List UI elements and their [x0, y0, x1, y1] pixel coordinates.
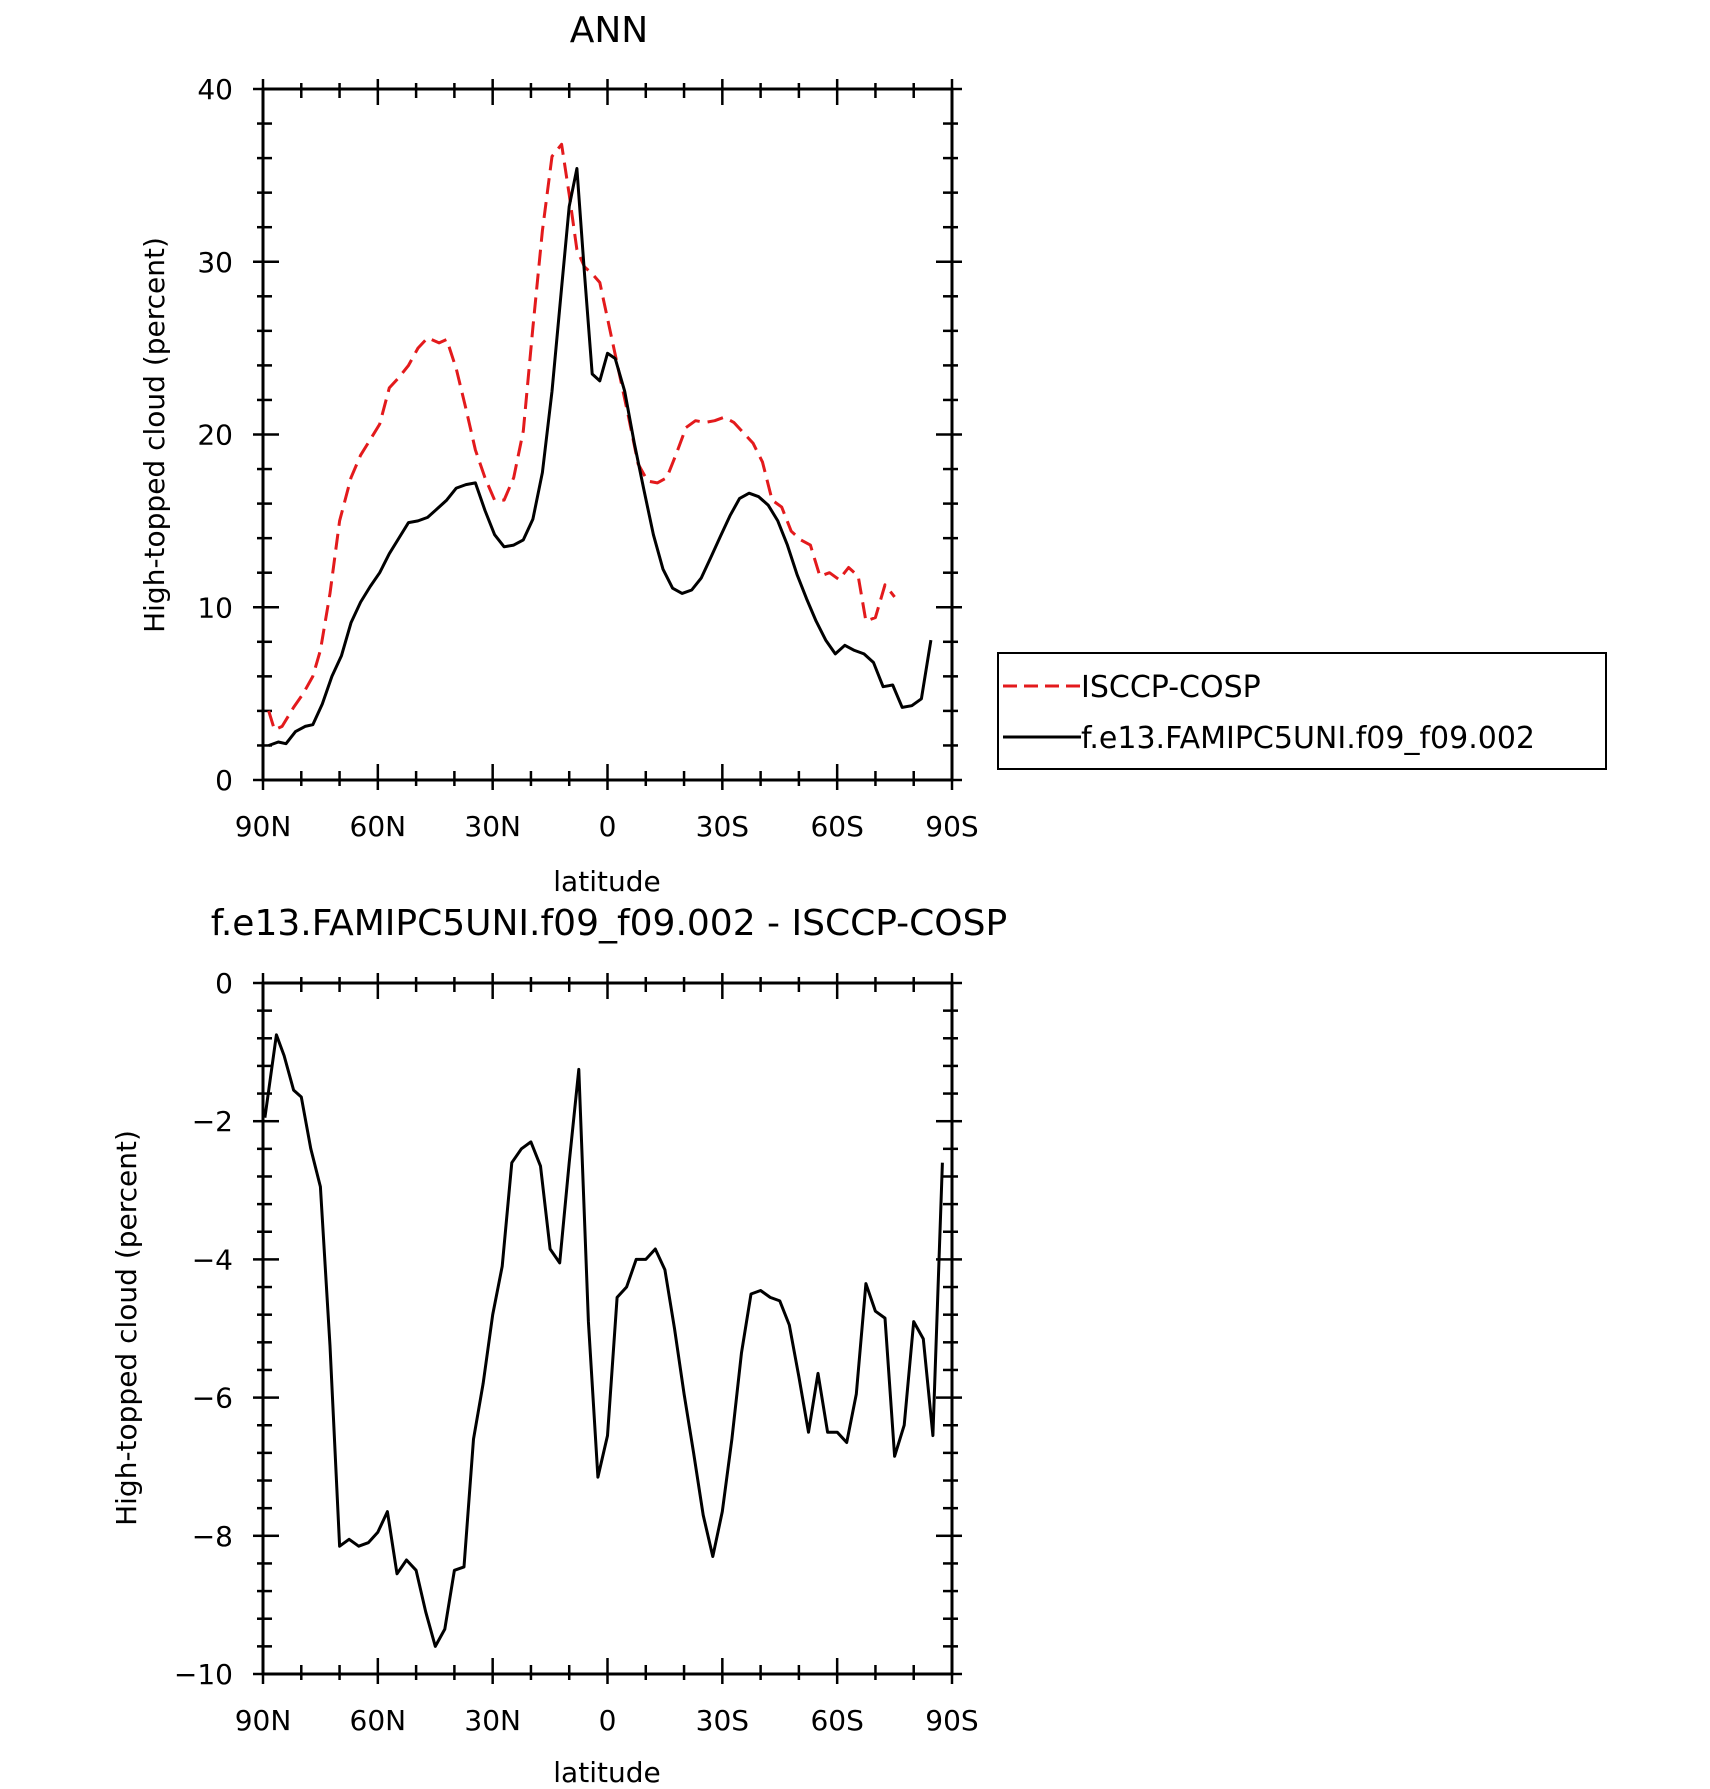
bottom-y-tick-label: −2	[192, 1105, 233, 1138]
bottom-y-tick-label: −4	[192, 1243, 233, 1276]
bottom-y-tick-label: −8	[192, 1520, 233, 1553]
top-x-tick-label: 60N	[350, 810, 407, 843]
bottom-x-tick-label: 0	[599, 1704, 617, 1737]
bottom-x-tick-label: 90S	[925, 1704, 978, 1737]
top-y-tick-label: 0	[215, 764, 233, 797]
top-series-lines	[267, 142, 933, 747]
bottom-chart-title: f.e13.FAMIPC5UNI.f09_f09.002 - ISCCP-COS…	[211, 903, 1007, 944]
top-panel: ANN 0 10 20 30 40 90N 60N 30N 0 30S 60S 90S latitu…	[138, 10, 1607, 898]
top-tick-marks	[253, 79, 962, 790]
bottom-y-tick-label: −10	[174, 1658, 233, 1691]
top-x-tick-label: 30S	[696, 810, 749, 843]
top-x-tick-labels: 90N 60N 30N 0 30S 60S 90S	[235, 810, 979, 843]
legend-box	[997, 652, 1607, 770]
bottom-y-tick-label: −6	[192, 1382, 233, 1415]
top-series-line-1	[268, 167, 933, 747]
top-x-tick-label: 30N	[464, 810, 521, 843]
top-x-tick-label: 90S	[925, 810, 978, 843]
top-x-axis-title: latitude	[553, 865, 660, 898]
bottom-y-tick-label: 0	[215, 967, 233, 1000]
top-x-tick-label: 90N	[235, 810, 292, 843]
bottom-series-line-0	[263, 1033, 944, 1648]
bottom-x-tick-label: 90N	[235, 1704, 292, 1737]
top-y-tick-label: 40	[197, 73, 233, 106]
bottom-x-tick-label: 30S	[696, 1704, 749, 1737]
bottom-x-axis-title: latitude	[553, 1756, 660, 1789]
top-y-tick-labels: 0 10 20 30 40	[197, 73, 233, 797]
bottom-plot-frame	[261, 981, 954, 1676]
bottom-x-tick-label: 30N	[464, 1704, 521, 1737]
bottom-series-lines	[263, 1033, 944, 1648]
bottom-x-tick-label: 60S	[810, 1704, 863, 1737]
bottom-tick-marks	[253, 973, 962, 1684]
top-plot-frame	[261, 87, 954, 782]
legend-label-isccp: ISCCP-COSP	[1081, 670, 1261, 705]
top-x-tick-label: 60S	[810, 810, 863, 843]
top-y-tick-label: 30	[197, 246, 233, 279]
top-y-tick-label: 10	[197, 591, 233, 624]
top-y-tick-label: 20	[197, 419, 233, 452]
top-chart-title: ANN	[570, 10, 649, 51]
legend-label-model: f.e13.FAMIPC5UNI.f09_f09.002	[1081, 721, 1535, 756]
bottom-y-axis-title: High-topped cloud (percent)	[110, 1130, 143, 1526]
legend: ISCCP-COSP f.e13.FAMIPC5UNI.f09_f09.002	[997, 652, 1607, 770]
top-x-tick-label: 0	[599, 810, 617, 843]
bottom-y-tick-labels: 0 −2 −4 −6 −8 −10	[174, 967, 233, 1691]
bottom-panel: f.e13.FAMIPC5UNI.f09_f09.002 - ISCCP-COS…	[110, 903, 1007, 1789]
bottom-x-tick-label: 60N	[350, 1704, 407, 1737]
bottom-x-tick-labels: 90N 60N 30N 0 30S 60S 90S	[235, 1704, 979, 1737]
top-y-axis-title: High-topped cloud (percent)	[138, 237, 171, 633]
top-series-line-0	[267, 142, 896, 732]
